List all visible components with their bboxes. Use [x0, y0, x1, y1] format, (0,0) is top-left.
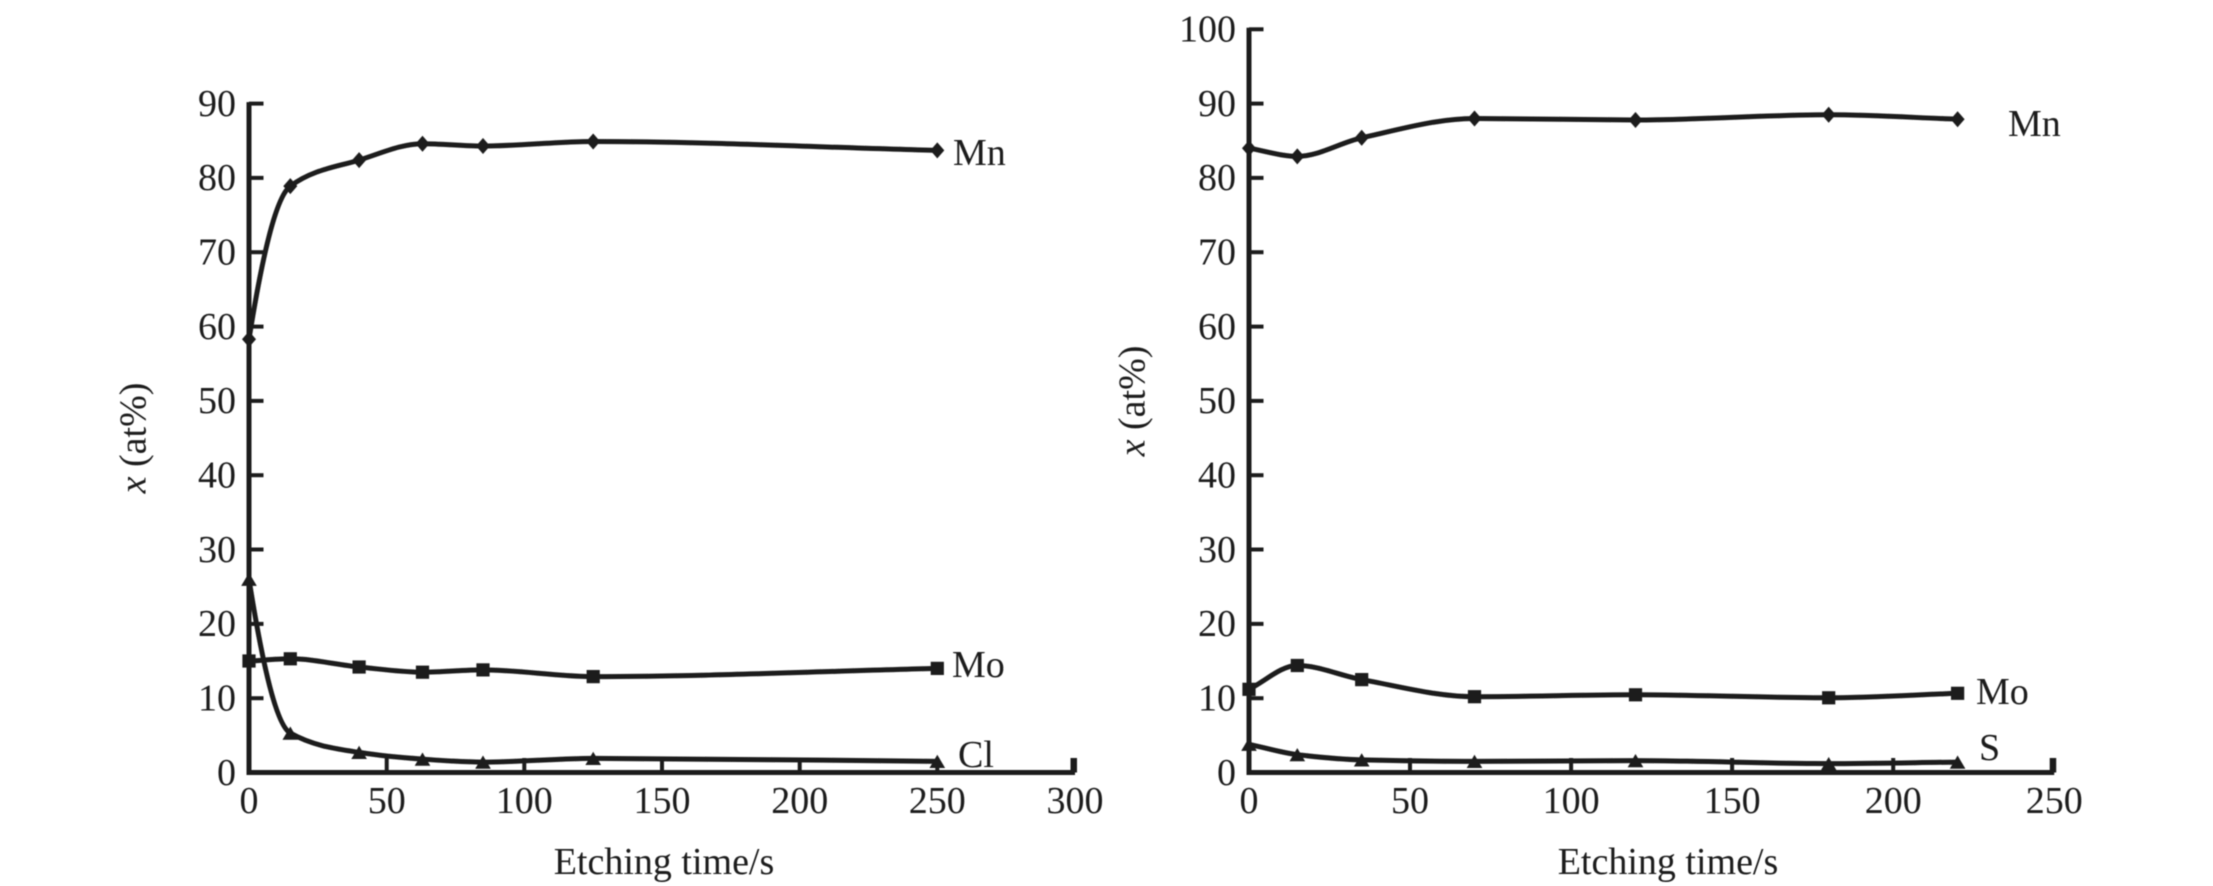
svg-text:Cl: Cl — [958, 734, 994, 776]
svg-text:250: 250 — [909, 780, 966, 822]
svg-text:50: 50 — [368, 780, 406, 822]
svg-text:0: 0 — [240, 780, 259, 822]
svg-text:80: 80 — [1198, 157, 1236, 199]
svg-text:50: 50 — [198, 380, 236, 422]
svg-text:90: 90 — [1198, 83, 1236, 125]
svg-text:100: 100 — [1179, 9, 1236, 51]
svg-text:60: 60 — [198, 306, 236, 348]
svg-text:Mn: Mn — [953, 132, 1006, 174]
svg-text:Mn: Mn — [2008, 103, 2061, 145]
svg-text:50: 50 — [1391, 780, 1429, 822]
svg-text:10: 10 — [198, 678, 236, 720]
svg-text:0: 0 — [1217, 752, 1236, 794]
svg-text:80: 80 — [198, 157, 236, 199]
svg-text:20: 20 — [1198, 603, 1236, 645]
svg-text:Mo: Mo — [1976, 671, 2029, 713]
svg-text:40: 40 — [198, 455, 236, 497]
svg-text:60: 60 — [1198, 306, 1236, 348]
svg-text:70: 70 — [198, 232, 236, 274]
svg-text:Etching time/s: Etching time/s — [1558, 841, 1779, 883]
svg-text:Mo: Mo — [952, 644, 1005, 686]
svg-text:250: 250 — [2026, 780, 2083, 822]
svg-text:100: 100 — [496, 780, 553, 822]
svg-text:Etching time/s: Etching time/s — [554, 841, 775, 883]
svg-text:150: 150 — [634, 780, 691, 822]
svg-text:20: 20 — [198, 603, 236, 645]
svg-text:x (at%): x (at%) — [1112, 346, 1154, 458]
svg-text:0: 0 — [1240, 780, 1259, 822]
svg-text:90: 90 — [198, 83, 236, 125]
svg-text:40: 40 — [1198, 455, 1236, 497]
svg-text:10: 10 — [1198, 678, 1236, 720]
svg-text:200: 200 — [771, 780, 828, 822]
svg-text:70: 70 — [1198, 232, 1236, 274]
svg-text:30: 30 — [1198, 529, 1236, 571]
svg-text:200: 200 — [1865, 780, 1922, 822]
svg-text:x (at%): x (at%) — [113, 383, 155, 495]
svg-text:100: 100 — [1543, 780, 1600, 822]
svg-text:150: 150 — [1704, 780, 1761, 822]
svg-text:30: 30 — [198, 529, 236, 571]
svg-text:300: 300 — [1047, 780, 1104, 822]
svg-text:50: 50 — [1198, 380, 1236, 422]
svg-text:S: S — [1979, 727, 2000, 769]
svg-text:0: 0 — [217, 752, 236, 794]
